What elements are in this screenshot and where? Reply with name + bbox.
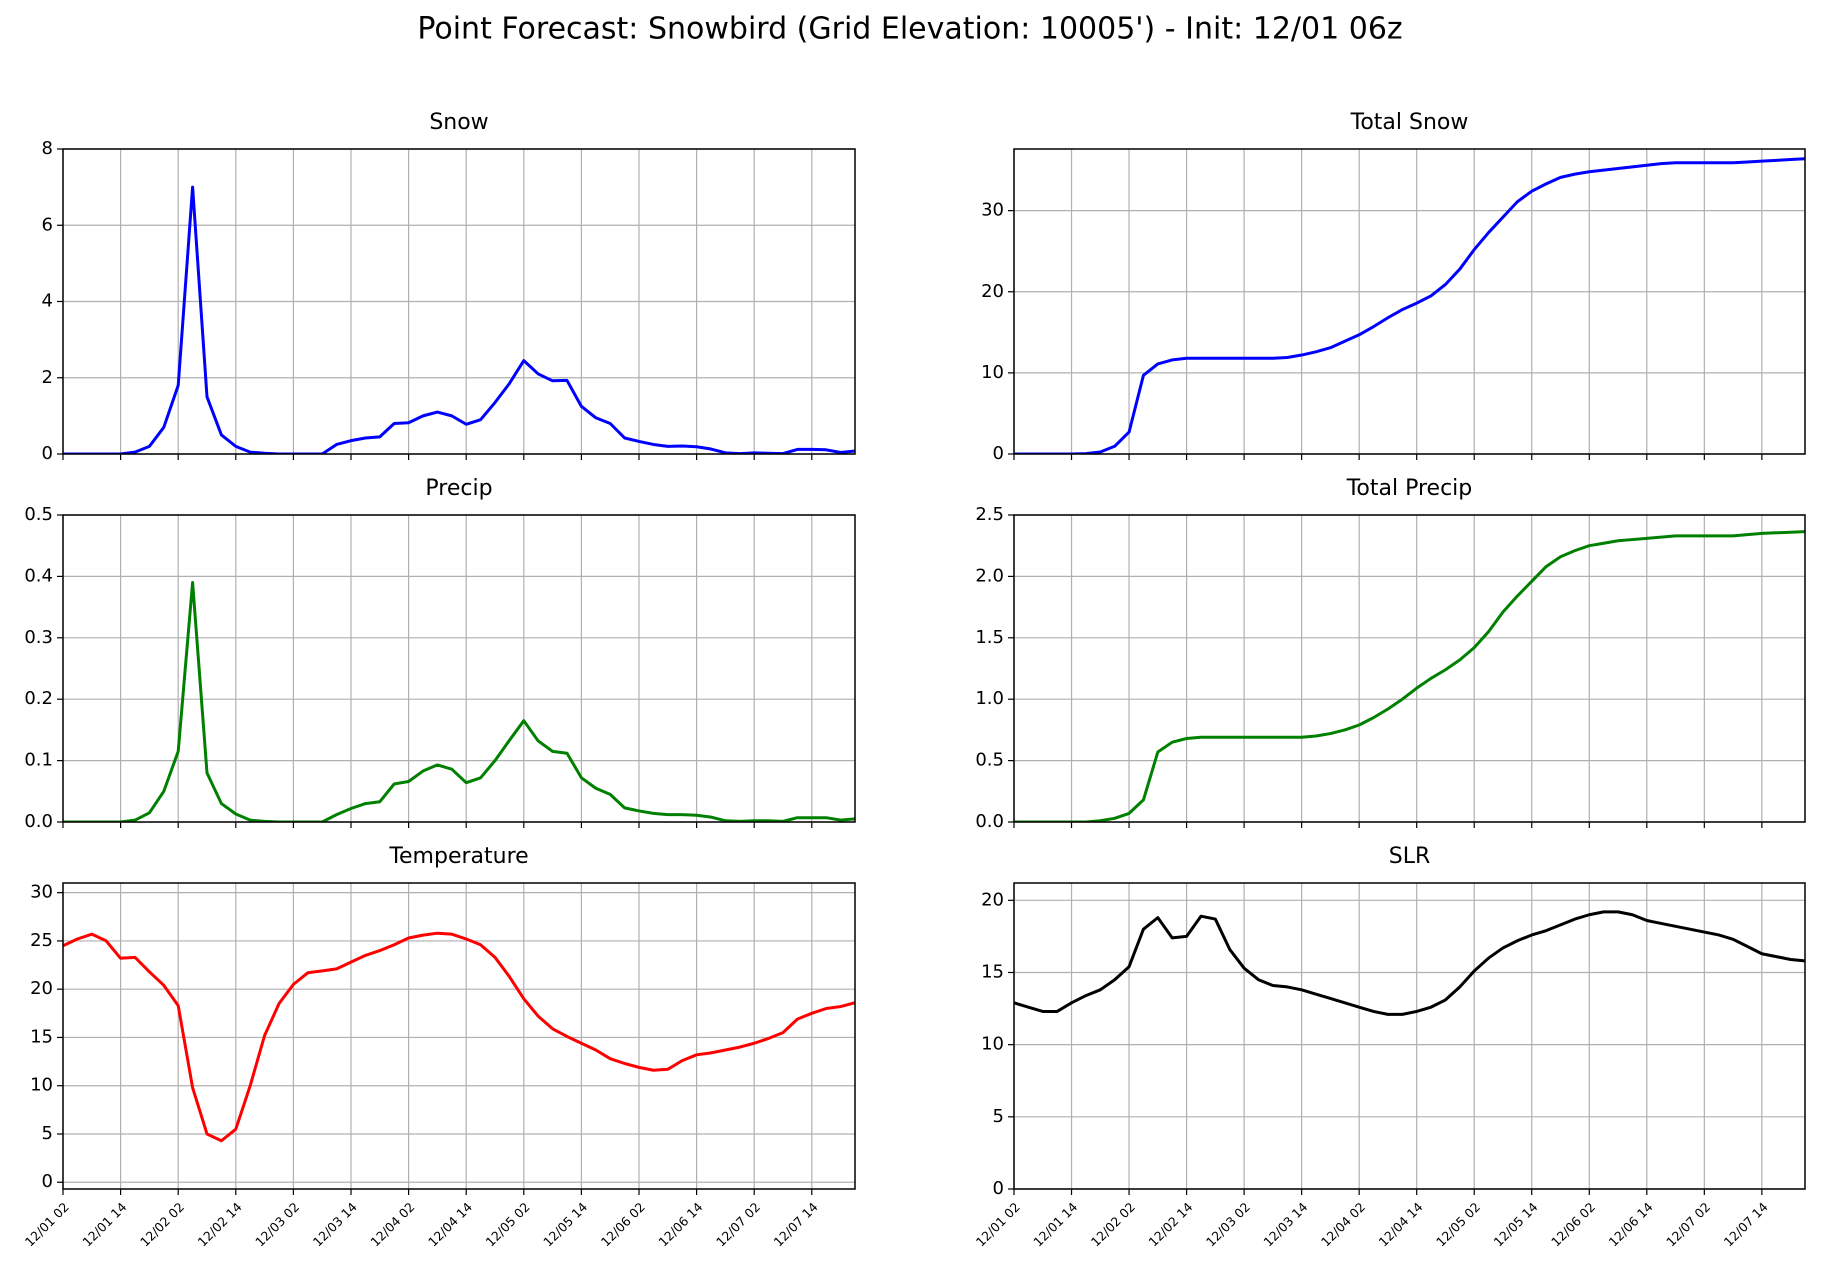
x-tick-label: 12/03 14 <box>310 1199 360 1249</box>
x-tick-label: 12/01 14 <box>1030 1199 1080 1249</box>
figure-title: Point Forecast: Snowbird (Grid Elevation… <box>417 12 1402 47</box>
plot-area <box>63 581 855 822</box>
y-tick-label: 20 <box>981 889 1004 910</box>
x-tick-label: 12/06 02 <box>1548 1199 1598 1249</box>
axes-frame <box>62 882 856 1190</box>
subplot-title: Total Precip <box>1346 476 1473 501</box>
x-tick-label: 12/01 02 <box>973 1199 1023 1249</box>
y-tick-label: 20 <box>30 978 53 999</box>
x-tick-label: 12/07 02 <box>1663 1199 1713 1249</box>
y-tick-label: 30 <box>30 882 53 903</box>
y-tick-label: 0 <box>993 443 1004 464</box>
y-tick-label: 15 <box>981 961 1004 982</box>
x-tick-label: 12/02 02 <box>137 1199 187 1249</box>
y-tick-label: 10 <box>30 1075 53 1096</box>
subplot-title: Temperature <box>388 844 528 869</box>
data-line <box>63 581 855 822</box>
data-line <box>63 931 855 1143</box>
plot-area <box>1014 910 1805 1016</box>
axes-frame <box>1013 514 1806 823</box>
y-tick-label: 2.0 <box>975 565 1004 586</box>
plot-area <box>63 931 855 1143</box>
data-line <box>1014 157 1805 454</box>
plot-area <box>1014 530 1805 822</box>
x-tick-label: 12/07 02 <box>713 1199 763 1249</box>
y-tick-label: 0 <box>42 1171 53 1192</box>
x-tick-label: 12/03 14 <box>1260 1199 1310 1249</box>
y-tick-label: 0.4 <box>24 565 53 586</box>
y-tick-label: 30 <box>981 200 1004 221</box>
x-tick-label: 12/06 14 <box>1606 1199 1656 1249</box>
y-tick-label: 5 <box>42 1123 53 1144</box>
subplot-title: Precip <box>425 476 492 501</box>
axes-frame <box>1013 882 1806 1190</box>
x-tick-label: 12/04 14 <box>1375 1199 1425 1249</box>
x-tick-label: 12/03 02 <box>1203 1199 1253 1249</box>
y-tick-label: 0.0 <box>975 811 1004 832</box>
x-tick-label: 12/05 14 <box>540 1199 590 1249</box>
subplot-title: Snow <box>429 110 488 135</box>
axes-frame <box>62 148 856 455</box>
subplot-title: Total Snow <box>1350 110 1469 135</box>
y-tick-label: 6 <box>42 214 53 235</box>
x-tick-label: 12/05 02 <box>483 1199 533 1249</box>
y-tick-label: 0.1 <box>24 750 53 771</box>
y-tick-label: 1.0 <box>975 688 1004 709</box>
y-tick-label: 5 <box>993 1106 1004 1127</box>
y-tick-label: 0.2 <box>24 688 53 709</box>
y-tick-label: 20 <box>981 281 1004 302</box>
y-tick-label: 0 <box>42 443 53 464</box>
x-tick-label: 12/05 14 <box>1491 1199 1541 1249</box>
y-tick-label: 8 <box>42 138 53 159</box>
x-tick-label: 12/07 14 <box>771 1199 821 1249</box>
x-tick-label: 12/05 02 <box>1433 1199 1483 1249</box>
y-tick-label: 0 <box>993 1178 1004 1199</box>
x-tick-label: 12/07 14 <box>1721 1199 1771 1249</box>
y-tick-label: 15 <box>30 1026 53 1047</box>
data-line <box>1014 910 1805 1016</box>
x-tick-label: 12/02 14 <box>195 1199 245 1249</box>
plot-area <box>1014 157 1805 454</box>
axes-frame <box>62 514 856 823</box>
axes-frame <box>1013 148 1806 455</box>
data-line <box>1014 530 1805 822</box>
plot-area <box>63 185 855 454</box>
data-line <box>63 185 855 454</box>
x-tick-label: 12/03 02 <box>252 1199 302 1249</box>
y-tick-label: 10 <box>981 362 1004 383</box>
x-tick-label: 12/04 14 <box>425 1199 475 1249</box>
y-tick-label: 25 <box>30 930 53 951</box>
x-tick-label: 12/06 14 <box>655 1199 705 1249</box>
x-tick-label: 12/02 02 <box>1088 1199 1138 1249</box>
x-tick-label: 12/04 02 <box>1318 1199 1368 1249</box>
y-tick-label: 4 <box>42 291 53 312</box>
y-tick-label: 1.5 <box>975 627 1004 648</box>
subplot-title: SLR <box>1389 844 1431 869</box>
y-tick-label: 0.5 <box>975 750 1004 771</box>
y-tick-label: 0.5 <box>24 504 53 525</box>
y-tick-label: 2 <box>42 367 53 388</box>
x-tick-label: 12/06 02 <box>598 1199 648 1249</box>
y-tick-label: 2.5 <box>975 504 1004 525</box>
x-tick-label: 12/02 14 <box>1145 1199 1195 1249</box>
y-tick-label: 0.3 <box>24 627 53 648</box>
x-tick-label: 12/01 14 <box>79 1199 129 1249</box>
y-tick-label: 0.0 <box>24 811 53 832</box>
x-tick-label: 12/01 02 <box>22 1199 72 1249</box>
x-tick-label: 12/04 02 <box>367 1199 417 1249</box>
y-tick-label: 10 <box>981 1034 1004 1055</box>
